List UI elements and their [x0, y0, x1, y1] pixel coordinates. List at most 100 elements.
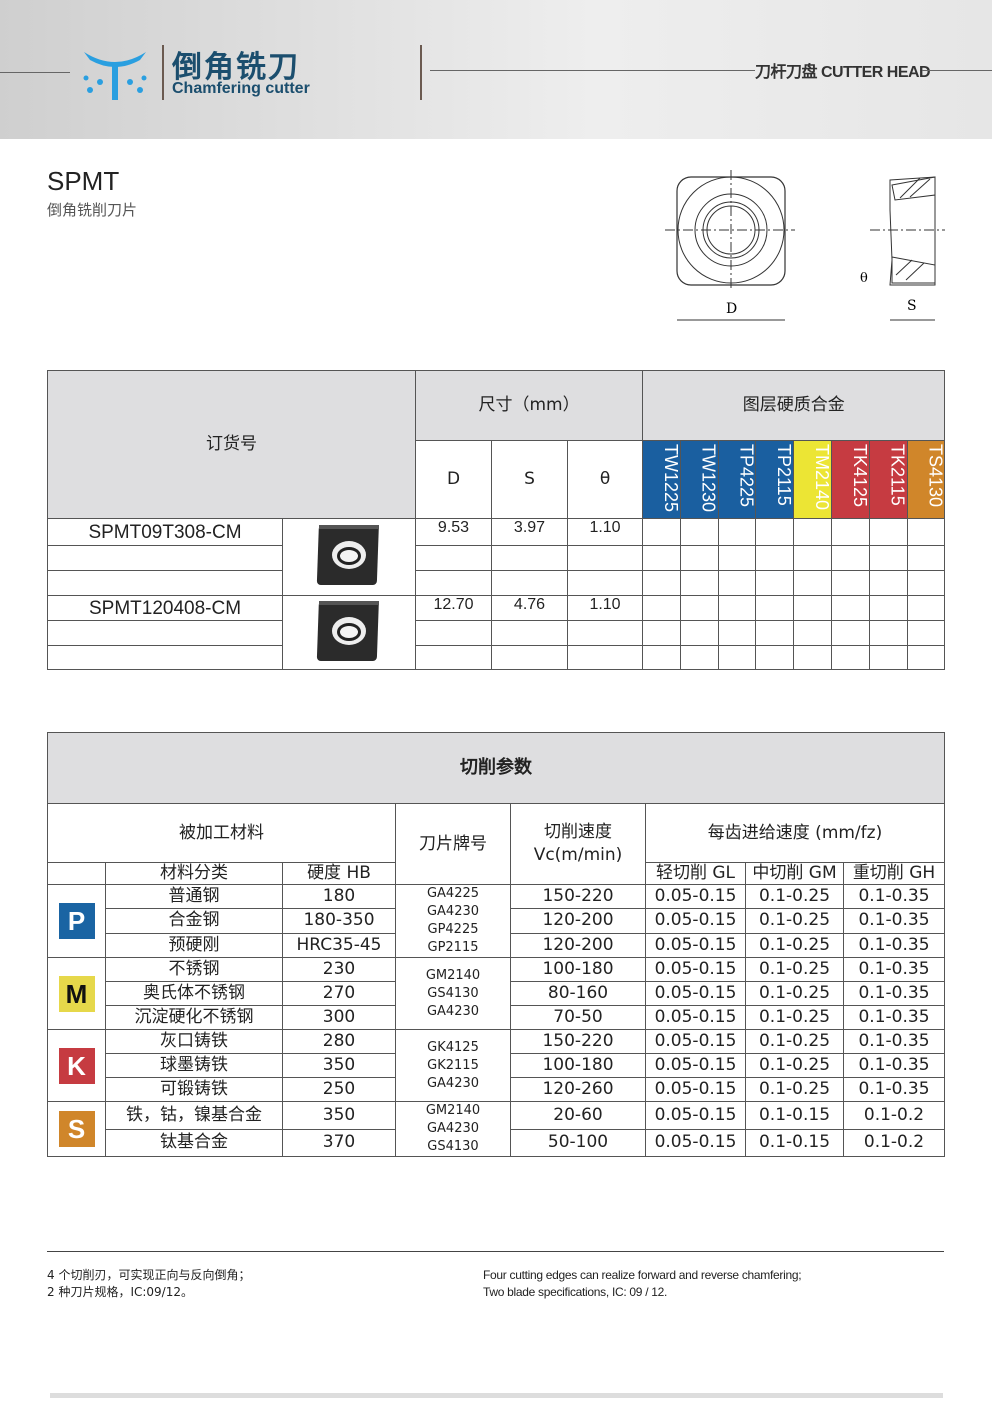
- speed: 150-220: [510, 1029, 646, 1054]
- dim-d: [415, 545, 492, 571]
- spec-table: 订货号 尺寸（mm） 图层硬质合金 D S θ TW1225 TW1230 TP42…: [47, 370, 946, 670]
- material-name: 预硬刚: [105, 932, 283, 959]
- dim-s: [491, 570, 568, 596]
- grade-cell: [642, 518, 681, 546]
- grade-tk4125: TK4125: [831, 440, 870, 519]
- blank-cell: [47, 545, 283, 571]
- spec-row: [47, 570, 946, 596]
- material-name: 可锻铸铁: [105, 1077, 283, 1102]
- feed-gh: 0.1-0.35: [843, 1029, 945, 1054]
- grade-cell: [755, 595, 795, 621]
- gm-header: 中切削 GM: [745, 862, 844, 885]
- grade-cell: [868, 595, 908, 621]
- material-name: 沉淀硬化不锈钢: [105, 1005, 283, 1030]
- grade-list: GM2140 GS4130 GA4230: [395, 957, 511, 1030]
- blank-cell: [47, 570, 283, 596]
- material-name: 灰口铸铁: [105, 1029, 283, 1054]
- feed-gl: 0.05-0.15: [645, 1005, 746, 1030]
- dim-d: 12.70: [415, 595, 492, 621]
- feed-gh: 0.1-0.35: [843, 1053, 945, 1078]
- material-group-m: M: [47, 957, 106, 1030]
- feed-gh: 0.1-0.35: [843, 1005, 945, 1030]
- material-name: 不锈钢: [105, 957, 283, 982]
- speed: 120-200: [510, 908, 646, 934]
- dim-header: 尺寸（mm）: [414, 370, 644, 441]
- hardness: 230: [282, 957, 396, 982]
- material-name: 球墨铸铁: [105, 1053, 283, 1078]
- feed-gl: 0.05-0.15: [645, 1101, 746, 1130]
- badge-k: K: [58, 1047, 95, 1084]
- grade-cell: [679, 620, 719, 646]
- grade-cell: [831, 620, 870, 646]
- grade-cell: [793, 518, 833, 546]
- page-header: [0, 0, 992, 139]
- dim-s: 3.97: [491, 518, 568, 546]
- grade-code: GP2115: [427, 940, 479, 955]
- grade-cell: [755, 570, 795, 596]
- speed: 150-220: [510, 883, 646, 910]
- label-d: D: [726, 301, 737, 317]
- grade-code: GA4230: [426, 1003, 480, 1019]
- grade-cell: [642, 545, 681, 571]
- grade-tp2115: TP2115: [755, 440, 795, 519]
- product-subtitle: 倒角铣削刀片: [47, 201, 138, 219]
- material-name: 普通钢: [105, 883, 283, 910]
- spec-row: SPMT120408-CM 12.70 4.76 1.10: [47, 595, 946, 670]
- cutting-row: 沉淀硬化不锈钢 300 70-50 0.05-0.15 0.1-0.25 0.1-0.35: [48, 1005, 945, 1030]
- feed-gm: 0.1-0.25: [745, 1029, 844, 1054]
- order-no-header: 订货号: [47, 370, 416, 519]
- insert-drawing: D θ S: [665, 170, 945, 321]
- speed: 120-260: [510, 1077, 646, 1102]
- grade-code: GM2140: [425, 967, 481, 983]
- grade-cell: [831, 595, 870, 621]
- speed: 80-160: [510, 981, 646, 1006]
- grade-code: GS4130: [427, 1139, 479, 1154]
- grade-cell: [906, 620, 946, 646]
- order-no: SPMT09T308-CM: [47, 518, 283, 546]
- spec-row: [47, 620, 946, 646]
- spec-row: [47, 545, 946, 571]
- badge-m: M: [58, 975, 95, 1012]
- dim-s: 4.76: [491, 595, 568, 621]
- hardness: 180-350: [282, 908, 396, 934]
- grade-cell: [906, 595, 946, 621]
- feed-gl: 0.05-0.15: [645, 908, 746, 934]
- speed: 120-200: [510, 932, 646, 959]
- speed: 20-60: [510, 1101, 646, 1130]
- feed-gm: 0.1-0.15: [745, 1128, 844, 1157]
- speed: 50-100: [510, 1128, 646, 1157]
- hardness: HRC35-45: [282, 932, 396, 959]
- brand-en: Chamfering cutter: [172, 80, 310, 97]
- spec-row: [47, 645, 946, 670]
- dim-col-d: D: [415, 440, 492, 519]
- speed: 100-180: [510, 957, 646, 982]
- footer-en-2: Two blade specifications, IC: 09 / 12.: [483, 1285, 668, 1299]
- grade-cell: [793, 645, 833, 670]
- speed-unit: Vc(m/min): [533, 845, 623, 865]
- grade-cell: [868, 570, 908, 596]
- feed-gh: 0.1-0.35: [843, 932, 945, 959]
- grade-cell: [906, 545, 946, 571]
- footer-cn-1: 4 个切削刃，可实现正向与反向倒角；: [47, 1268, 251, 1282]
- grade-cell: [679, 595, 719, 621]
- grade-tw1225: TW1225: [642, 440, 681, 519]
- dim-d: [415, 645, 492, 670]
- grade-cell: [831, 570, 870, 596]
- logo-icon: [83, 52, 147, 100]
- grade-code: GK4125: [427, 1039, 479, 1055]
- grade-cell: [793, 620, 833, 646]
- feed-gh: 0.1-0.2: [843, 1128, 945, 1157]
- grade-cell: [642, 595, 681, 621]
- footer-en-1: Four cutting edges can realize forward a…: [483, 1268, 802, 1282]
- grade-tp4225: TP4225: [717, 440, 757, 519]
- badge-p: P: [58, 903, 95, 939]
- feed-gm: 0.1-0.25: [745, 957, 844, 982]
- grade-cell: [717, 645, 757, 670]
- gl-header: 轻切削 GL: [645, 862, 746, 885]
- hardness-header: 硬度 HB: [282, 862, 396, 885]
- dim-col-s: S: [491, 440, 568, 519]
- hardness: 250: [282, 1077, 396, 1102]
- grade-cell: [717, 518, 757, 546]
- dim-theta: 1.10: [566, 595, 644, 621]
- grade-cell: [642, 645, 681, 670]
